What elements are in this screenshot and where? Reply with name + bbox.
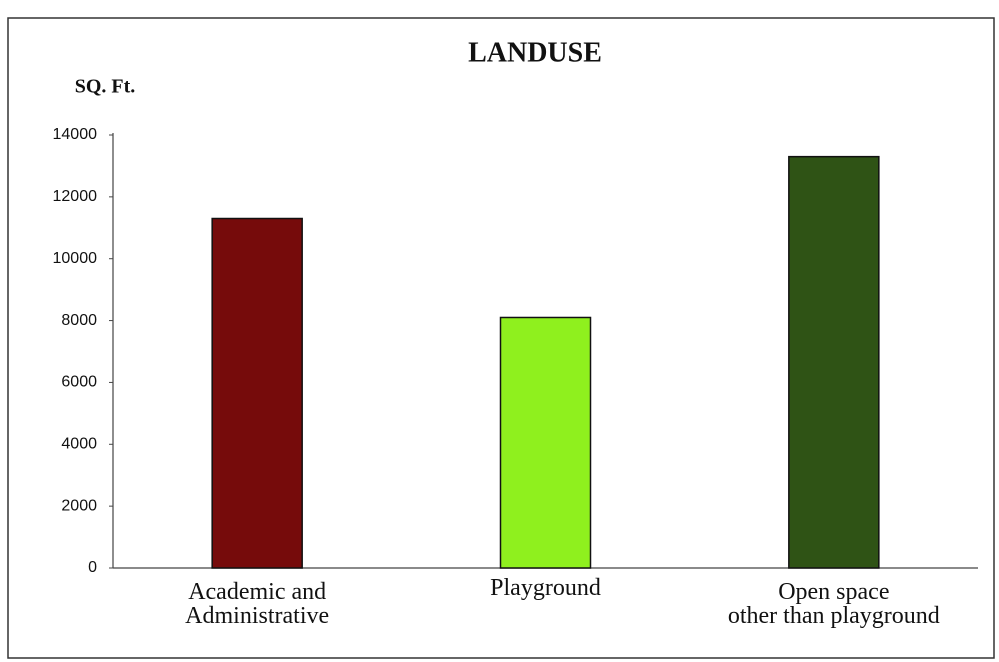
bar: [788, 155, 880, 569]
y-tick-label: 8000: [61, 312, 97, 329]
y-tick-label: 6000: [61, 374, 97, 391]
chart-title: LANDUSE: [468, 37, 602, 68]
y-tick-label: 0: [88, 559, 97, 576]
bar: [211, 217, 303, 569]
y-tick-label: 12000: [53, 188, 98, 205]
y-axis-label: SQ. Ft.: [75, 76, 136, 98]
x-tick-label: Open space other than playground: [727, 579, 940, 629]
y-tick-label: 2000: [61, 497, 97, 514]
x-tick-label: Academic and Administrative: [185, 579, 330, 629]
y-tick-label: 4000: [61, 436, 97, 453]
y-tick-label: 10000: [53, 250, 98, 267]
x-tick-label: Playground: [490, 575, 601, 601]
y-tick-label: 14000: [53, 126, 98, 143]
bar: [499, 316, 592, 569]
